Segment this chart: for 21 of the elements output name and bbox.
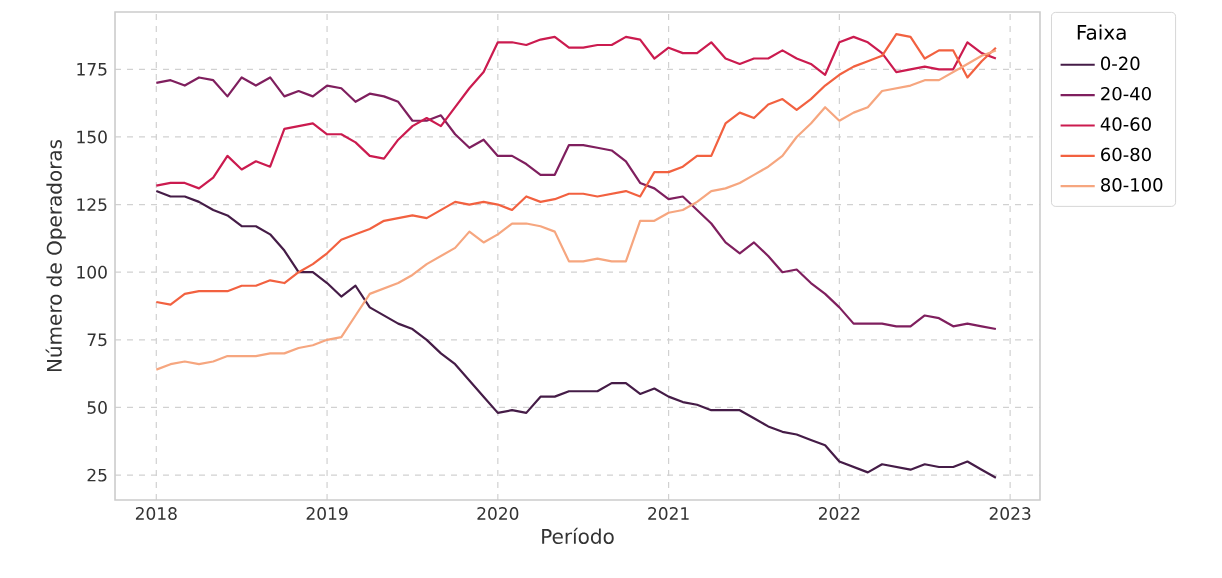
x-tick-label: 2022 — [818, 507, 860, 520]
y-tick-label: 125 — [77, 198, 107, 212]
x-tick-label: 2020 — [477, 507, 519, 520]
y-tick-label: 100 — [77, 265, 107, 279]
x-tick-label: 2023 — [989, 507, 1031, 520]
y-tick-label: 175 — [77, 63, 107, 76]
x-tick-label: 2019 — [306, 507, 348, 520]
y-tick-label: 75 — [87, 333, 107, 347]
legend-label: 40-60 — [1100, 117, 1151, 131]
x-tick-label: 2018 — [135, 507, 177, 520]
legend-label: 20-40 — [1101, 86, 1151, 101]
y-tick-label: 25 — [87, 468, 107, 482]
y-axis-title: Número de Operadoras — [45, 139, 66, 372]
x-axis-title: Período — [542, 527, 614, 544]
legend-label: 60-80 — [1101, 147, 1151, 162]
legend-label: 80-100 — [1101, 178, 1163, 192]
y-tick-label: 150 — [77, 130, 107, 144]
legend-title: Faixa — [1077, 24, 1126, 40]
y-tick-label: 50 — [87, 401, 107, 414]
legend-label: 0-20 — [1101, 56, 1140, 71]
x-tick-label: 2021 — [648, 507, 689, 520]
